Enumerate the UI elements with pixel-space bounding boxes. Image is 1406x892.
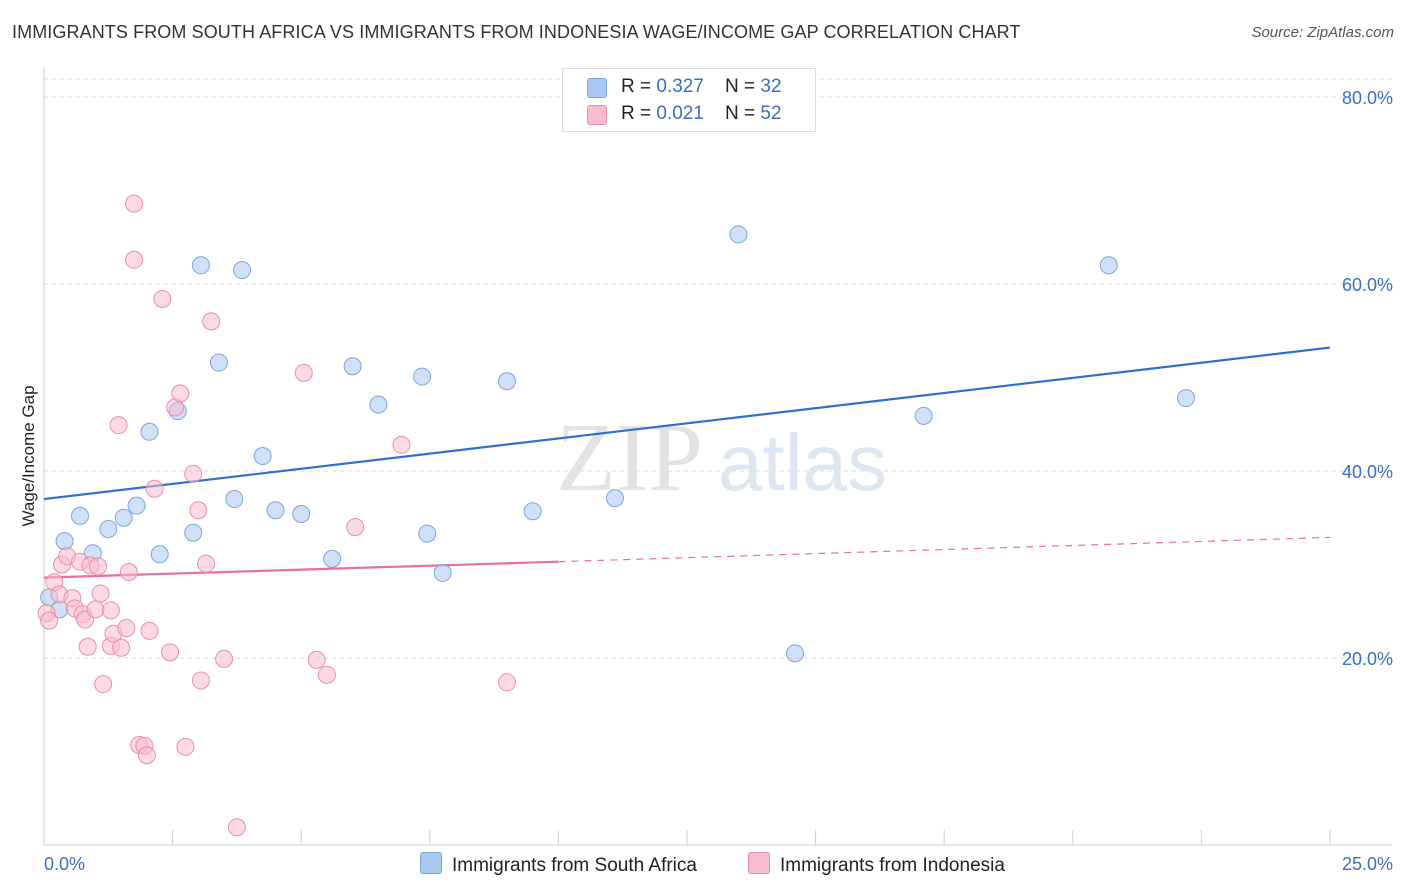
y-tick-label: 60.0% [1342, 275, 1393, 295]
legend-r-value: 0.327 [656, 76, 704, 97]
point-indonesia [317, 665, 336, 684]
legend-swatch-pink [587, 105, 607, 125]
bottom-legend-label: Immigrants from South Africa [452, 855, 697, 876]
point-south-africa [150, 545, 169, 564]
point-south-africa [418, 524, 437, 543]
y-tick-label: 20.0% [1342, 649, 1393, 669]
x-tick-label: 25.0% [1342, 854, 1393, 874]
point-indonesia [109, 416, 128, 435]
point-indonesia [137, 746, 156, 765]
point-south-africa [523, 502, 542, 521]
point-indonesia [176, 737, 195, 756]
point-south-africa [729, 225, 748, 244]
point-south-africa [253, 447, 272, 466]
point-south-africa [369, 395, 388, 414]
point-south-africa [1176, 389, 1195, 408]
x-tick-label: 0.0% [44, 854, 85, 874]
legend-r-label: R = [621, 103, 657, 124]
point-south-africa [323, 549, 342, 568]
source-credit: Source: ZipAtlas.com [1251, 24, 1394, 41]
point-south-africa [140, 422, 159, 441]
chart-title: IMMIGRANTS FROM SOUTH AFRICA VS IMMIGRAN… [12, 22, 1021, 42]
point-indonesia [153, 289, 172, 308]
point-indonesia [191, 671, 210, 690]
point-south-africa [605, 489, 624, 508]
legend-n-value: 32 [760, 76, 782, 97]
point-indonesia [94, 675, 113, 694]
point-south-africa [191, 256, 210, 275]
point-south-africa [786, 644, 805, 663]
point-indonesia [161, 643, 180, 662]
bottom-legend-label: Immigrants from Indonesia [780, 855, 1005, 876]
point-indonesia [40, 611, 59, 630]
data-points [37, 194, 1195, 837]
point-indonesia [86, 600, 105, 619]
point-indonesia [140, 621, 159, 640]
point-south-africa [413, 367, 432, 386]
bottom-legend-indonesia: Immigrants from Indonesia [748, 852, 1005, 877]
legend-swatch-blue [587, 78, 607, 98]
point-indonesia [189, 501, 208, 520]
point-indonesia [307, 650, 326, 669]
point-south-africa [433, 563, 452, 582]
point-south-africa [497, 372, 516, 391]
point-south-africa [225, 490, 244, 509]
point-south-africa [71, 506, 90, 525]
point-indonesia [184, 464, 203, 483]
watermark: ZIP atlas [556, 404, 887, 512]
point-south-africa [209, 353, 228, 372]
point-indonesia [227, 818, 246, 837]
point-indonesia [346, 518, 365, 537]
legend-n-label: N = [725, 76, 761, 97]
y-tick-label: 80.0% [1342, 88, 1393, 108]
y-axis-title: Wage/Income Gap [19, 385, 38, 526]
point-south-africa [184, 523, 203, 542]
point-indonesia [119, 562, 138, 581]
point-south-africa [914, 406, 933, 425]
point-indonesia [171, 384, 190, 403]
trend-line-indonesia-extension [558, 536, 1331, 563]
point-south-africa [292, 505, 311, 524]
watermark-atlas: atlas [718, 418, 887, 507]
legend-r-value: 0.021 [656, 103, 704, 124]
legend: R = 0.327 N = 32 R = 0.021 N = 52 [562, 68, 816, 132]
bottom-legend-swatch-pink [748, 852, 770, 874]
point-south-africa [1099, 256, 1118, 275]
bottom-legend-south-africa: Immigrants from South Africa [420, 852, 697, 877]
point-south-africa [343, 357, 362, 376]
point-indonesia [112, 638, 131, 657]
point-indonesia [78, 637, 97, 656]
point-indonesia [89, 557, 108, 576]
axes [43, 68, 1392, 846]
point-indonesia [101, 601, 120, 620]
point-south-africa [114, 508, 133, 527]
point-indonesia [91, 584, 110, 603]
legend-n-value: 52 [760, 103, 782, 124]
point-south-africa [127, 496, 146, 515]
bottom-legend-swatch-blue [420, 852, 442, 874]
point-indonesia [145, 479, 164, 498]
legend-r-label: R = [621, 76, 657, 97]
point-indonesia [117, 619, 136, 638]
point-indonesia [125, 250, 144, 269]
point-south-africa [266, 501, 285, 520]
watermark-zip: ZIP [556, 404, 703, 512]
point-indonesia [125, 194, 144, 213]
trend-line-south-africa [43, 346, 1331, 501]
point-indonesia [215, 649, 234, 668]
point-south-africa [233, 260, 252, 279]
point-indonesia [197, 554, 216, 573]
legend-n-label: N = [725, 103, 761, 124]
point-south-africa [55, 532, 74, 551]
point-indonesia [497, 673, 516, 692]
point-south-africa [99, 519, 118, 538]
point-indonesia [392, 435, 411, 454]
point-indonesia [202, 312, 221, 331]
y-tick-label: 40.0% [1342, 462, 1393, 482]
axis-labels: 20.0% 40.0% 60.0% 80.0% 0.0% 25.0% Wage/Income… [19, 88, 1393, 874]
point-indonesia [294, 363, 313, 382]
